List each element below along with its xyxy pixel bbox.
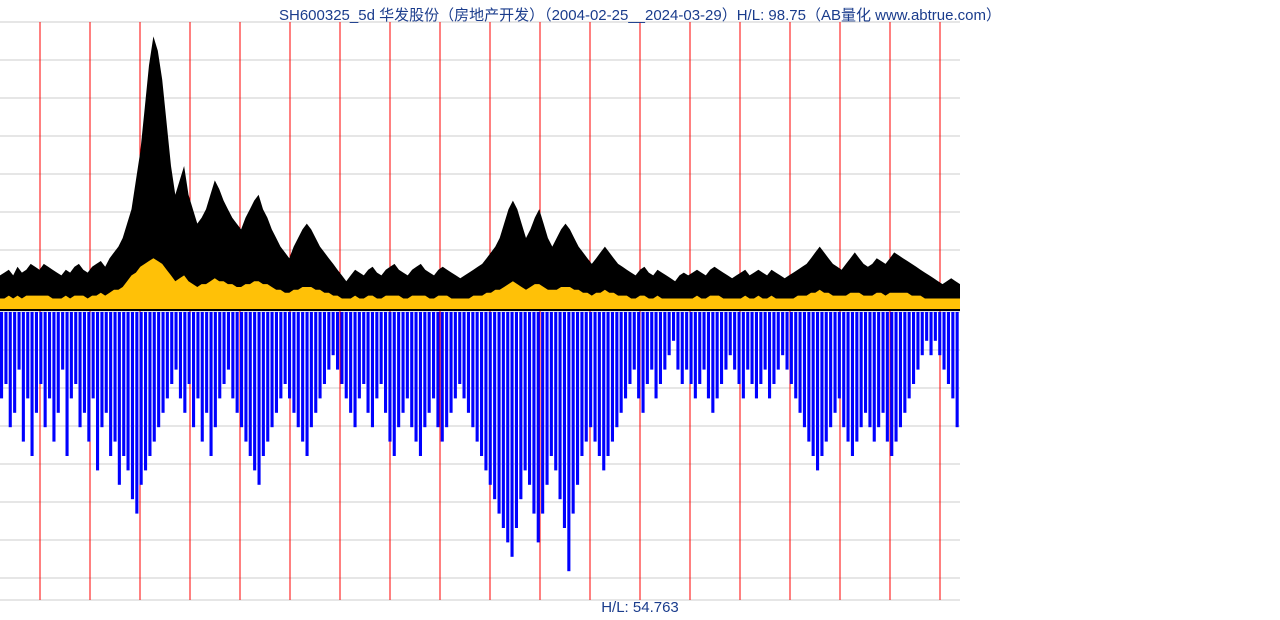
chart-svg — [0, 0, 1280, 620]
chart-footer: H/L: 54.763 — [601, 599, 679, 616]
chart-title: SH600325_5d 华发股份（房地产开发）（2004-02-25__2024… — [279, 4, 1001, 25]
chart-container: SH600325_5d 华发股份（房地产开发）（2004-02-25__2024… — [0, 0, 1280, 620]
